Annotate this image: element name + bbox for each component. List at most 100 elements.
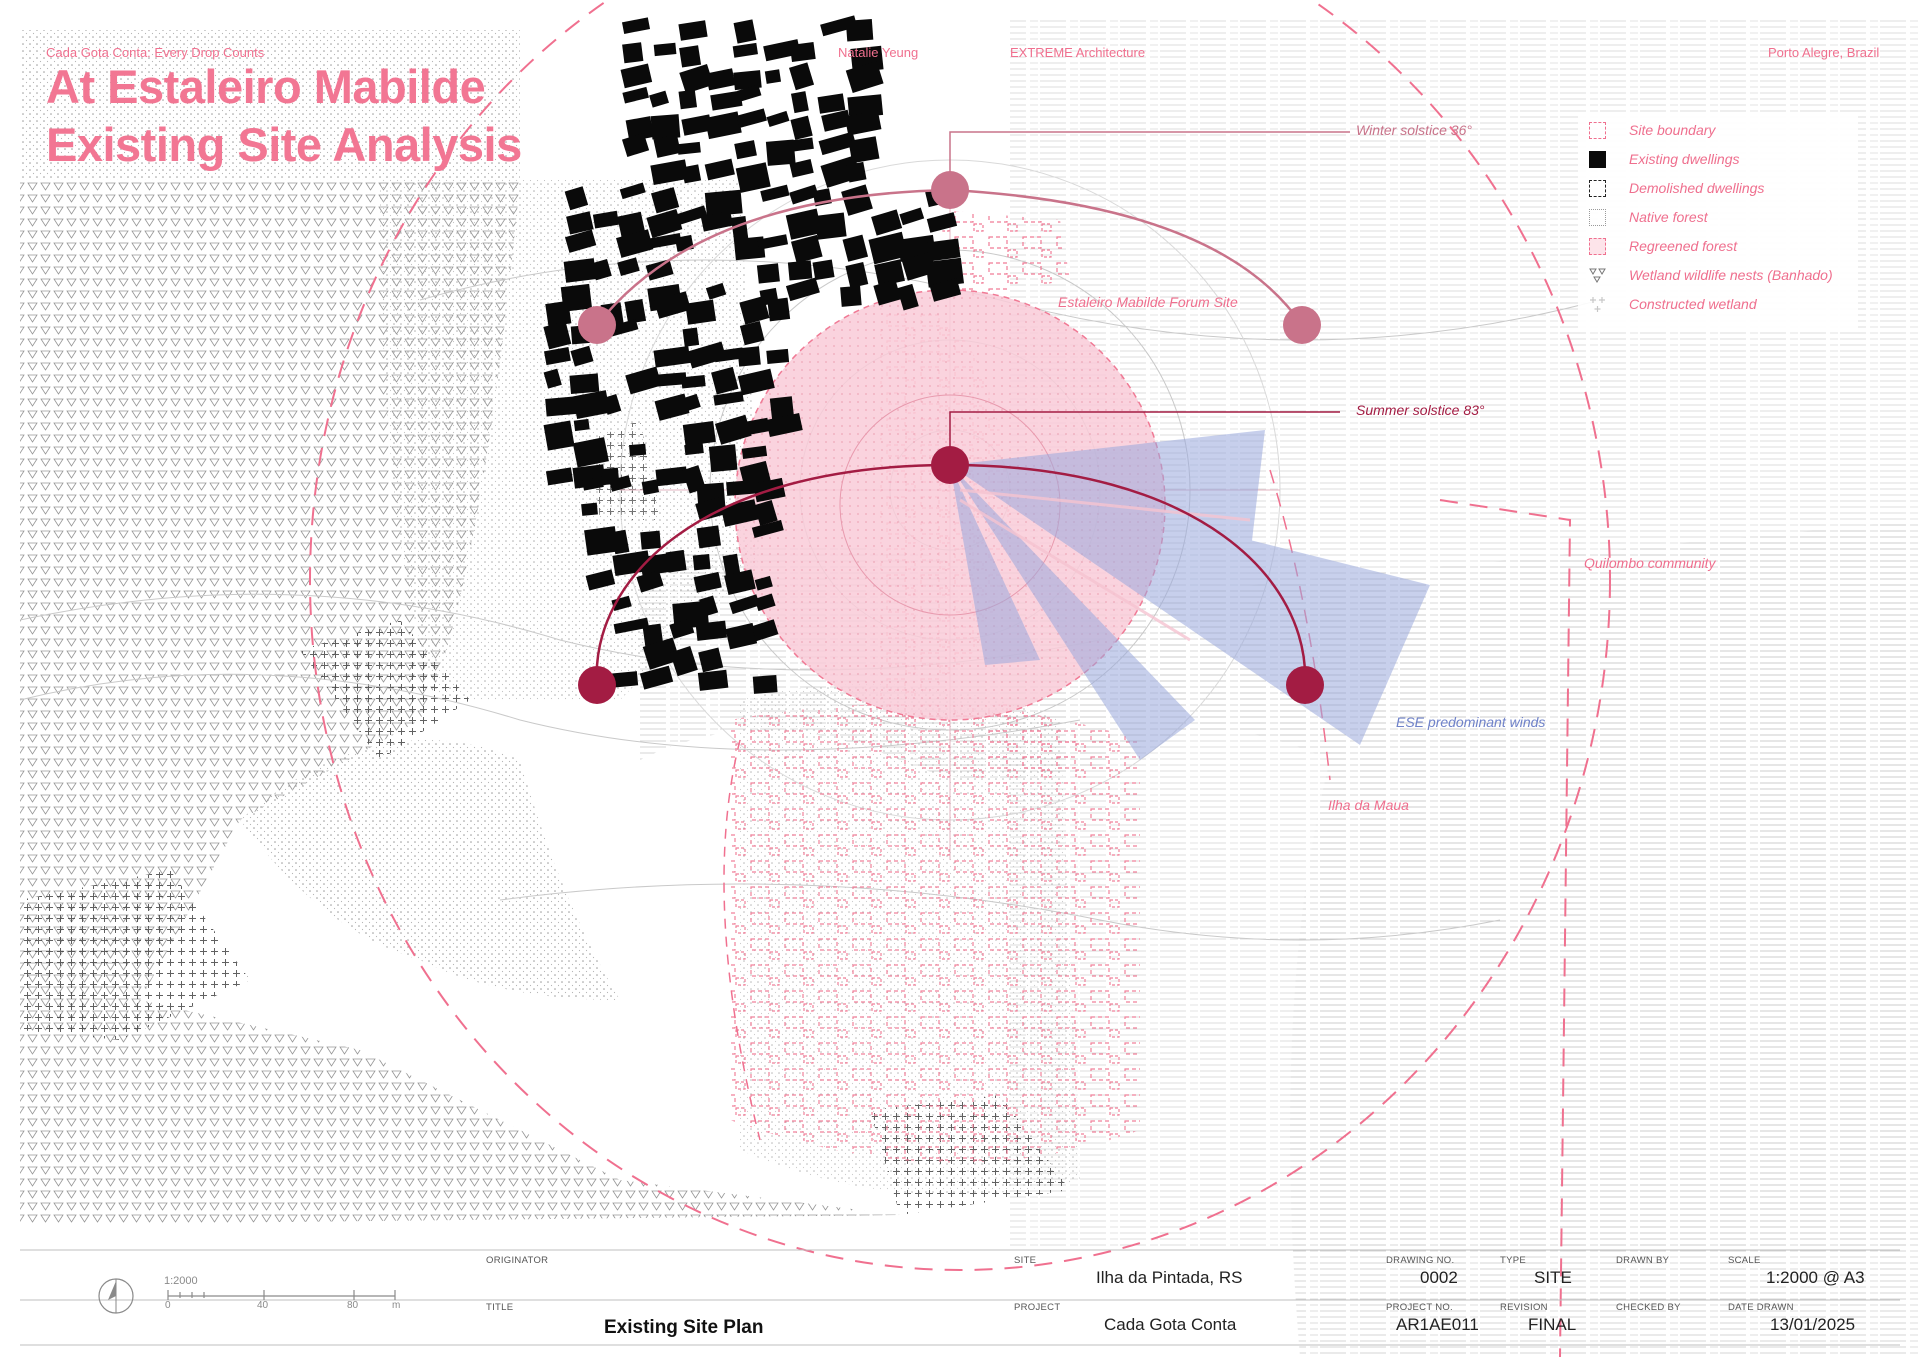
dwelling-footprint xyxy=(767,297,791,322)
dwelling-footprint xyxy=(613,617,649,635)
legend-item-site-boundary: Site boundary xyxy=(1589,118,1715,142)
dwelling-footprint xyxy=(756,263,780,284)
dwelling-footprint xyxy=(602,394,622,415)
wind-hatch-streaks xyxy=(959,488,1251,642)
dwelling-footprint xyxy=(789,137,814,152)
dwelling-footprint xyxy=(698,647,724,673)
dwelling-footprint xyxy=(624,298,647,324)
legend-panel-bg xyxy=(1578,112,1858,330)
dwelling-footprint xyxy=(684,442,704,456)
dwelling-footprint xyxy=(585,569,616,591)
dwelling-footprint xyxy=(653,345,691,368)
triangle-pattern-icon xyxy=(1589,268,1606,283)
north-arrow-icon xyxy=(98,1278,134,1314)
dwelling-footprint xyxy=(737,84,762,102)
dwelling-footprint xyxy=(845,60,884,94)
dwelling-footprint xyxy=(679,45,702,68)
dwelling-footprint xyxy=(681,114,713,136)
dwelling-footprint xyxy=(620,63,653,89)
dwelling-footprint xyxy=(757,234,789,250)
dwelling-footprint xyxy=(736,108,767,128)
type-value: SITE xyxy=(1534,1268,1572,1287)
revision-value: FINAL xyxy=(1528,1315,1577,1334)
dwelling-footprint xyxy=(669,646,698,677)
summer-sun-marker-west xyxy=(578,666,616,704)
firm-name: EXTREME Architecture xyxy=(1010,45,1146,60)
dwelling-footprint xyxy=(845,18,874,42)
dwelling-footprint xyxy=(617,257,640,276)
dwelling-footprint xyxy=(563,258,597,283)
dwelling-footprint xyxy=(785,208,823,240)
dwelling-footprint xyxy=(695,620,727,641)
dwelling-footprint xyxy=(650,187,680,214)
dwelling-footprint xyxy=(695,496,728,522)
dwelling-footprint xyxy=(584,526,619,556)
page-title-line-1: At Estaleiro Mabilde xyxy=(46,60,486,113)
dwelling-footprint xyxy=(820,15,858,37)
dwelling-footprint xyxy=(732,42,758,58)
dwelling-footprint xyxy=(734,140,757,160)
dwelling-footprint xyxy=(766,348,790,364)
dwelling-footprint xyxy=(726,479,756,496)
dwelling-footprint xyxy=(570,345,594,367)
dwelling-footprint xyxy=(739,295,770,325)
dwelling-footprint xyxy=(696,525,721,549)
quilombo-label: Quilombo community xyxy=(1584,555,1716,571)
dwelling-footprint xyxy=(769,396,795,420)
ilha-da-maua-label: Ilha da Maua xyxy=(1328,797,1409,813)
dwelling-footprint xyxy=(581,502,598,516)
dwelling-footprint xyxy=(845,261,869,289)
ese-winds-label: ESE predominant winds xyxy=(1396,714,1546,730)
dwelling-footprint xyxy=(842,234,869,262)
dwelling-footprint xyxy=(639,665,674,690)
site-caption: SITE xyxy=(1014,1255,1037,1266)
dwelling-footprint xyxy=(674,205,708,226)
dwelling-footprint xyxy=(766,110,790,128)
dwelling-footprint xyxy=(656,372,687,387)
dwelling-footprint xyxy=(790,115,813,140)
dwelling-footprint xyxy=(644,233,682,250)
dwelling-footprint xyxy=(929,278,962,302)
drawing-no-caption: DRAWING NO. xyxy=(1386,1255,1455,1266)
dwelling-footprint xyxy=(704,189,743,217)
legend-item-wetland-nests: Wetland wildlife nests (Banhado) xyxy=(1589,263,1833,287)
dwelling-footprint xyxy=(687,341,727,369)
dwelling-footprint xyxy=(733,236,766,261)
scale-bar-graphic xyxy=(167,1290,396,1300)
dwelling-footprint xyxy=(543,368,562,389)
dwelling-footprint xyxy=(737,368,775,396)
dwelling-footprint xyxy=(641,479,660,495)
dwelling-footprint xyxy=(731,216,749,241)
dwelling-footprint xyxy=(622,42,644,64)
winter-solstice-path xyxy=(578,131,1350,344)
dwelling-footprint xyxy=(592,210,620,229)
dwelling-footprint xyxy=(678,89,698,110)
dwelling-footprint xyxy=(640,530,662,550)
dwelling-footprint xyxy=(564,229,597,253)
dwelling-footprint xyxy=(699,595,719,617)
dwelling-footprint xyxy=(710,90,743,111)
cross-pattern-icon xyxy=(1590,296,1605,312)
dwelling-footprint xyxy=(564,186,589,211)
scale-ratio-label: 1:2000 xyxy=(164,1275,198,1287)
project-value: Cada Gota Conta xyxy=(1104,1315,1237,1334)
scale-tick-80: 80 xyxy=(347,1300,359,1311)
dwelling-footprint xyxy=(729,594,760,615)
forum-site-label: Estaleiro Mabilde Forum Site xyxy=(1058,294,1238,310)
dwelling-footprint xyxy=(573,418,590,432)
project-caption: PROJECT xyxy=(1014,1302,1061,1313)
scale-caption: SCALE xyxy=(1728,1255,1761,1266)
dwelling-footprint xyxy=(625,366,662,395)
dwelling-footprint xyxy=(543,420,575,451)
existing-dwellings xyxy=(543,15,964,694)
scale-tick-unit: m xyxy=(392,1300,401,1311)
legend-label: Existing dwellings xyxy=(1629,151,1740,167)
summer-solstice-path xyxy=(578,411,1340,704)
location-label: Porto Alegre, Brazil xyxy=(1768,45,1880,60)
dwelling-footprint xyxy=(714,414,752,445)
dwelling-footprint xyxy=(685,299,717,325)
dwelling-footprint xyxy=(765,139,796,166)
dwelling-footprint xyxy=(616,229,654,258)
site-boundary-ellipse xyxy=(309,0,1611,1271)
dwelling-footprint xyxy=(681,164,702,184)
